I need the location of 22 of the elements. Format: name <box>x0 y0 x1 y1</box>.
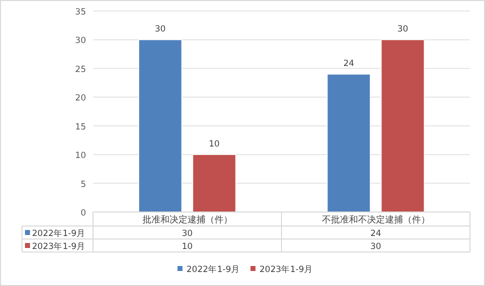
data-label: 30 <box>370 242 382 252</box>
x-tick-label: 不批准和不决定逮捕（件） <box>322 214 430 226</box>
bar <box>380 39 425 212</box>
text: 2022年1-9月 <box>32 229 86 239</box>
y-tick-label: 10 <box>75 151 86 162</box>
bar <box>192 154 236 212</box>
bar <box>138 39 182 212</box>
legend-label: 2023年1-9月 <box>260 264 314 275</box>
legend-label: 2022年1-9月 <box>186 264 240 275</box>
data-label: 10 <box>182 242 193 252</box>
y-tick-label: 5 <box>80 180 86 190</box>
data-label: 24 <box>370 229 382 239</box>
text: 2023年1-9月 <box>32 242 86 252</box>
y-tick-label: 35 <box>75 8 86 18</box>
y-tick-label: 20 <box>75 94 86 104</box>
y-tick-label: 0 <box>80 208 86 218</box>
y-tick-label: 30 <box>75 36 86 46</box>
x-tick-label: 批准和决定逮捕（件） <box>142 214 232 226</box>
y-tick-label: 15 <box>75 122 86 132</box>
data-label: 30 <box>182 229 193 239</box>
y-tick-label: 25 <box>75 64 86 75</box>
bar <box>326 74 371 212</box>
